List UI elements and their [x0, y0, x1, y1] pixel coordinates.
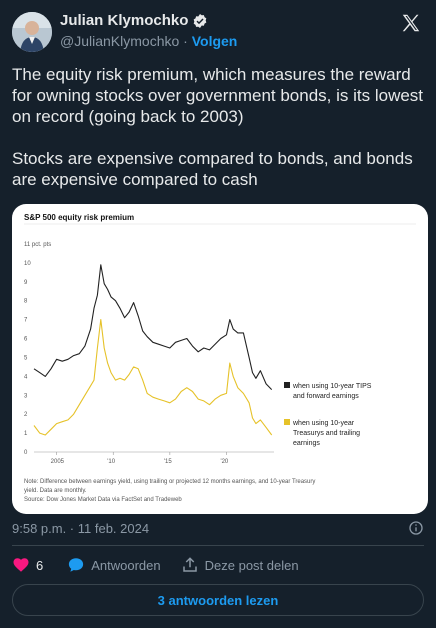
legend-label-treasury-line3: earnings: [293, 440, 320, 447]
x-logo-icon[interactable]: [400, 12, 422, 34]
y-tick-label: 9: [24, 280, 28, 286]
action-bar: 6 Antwoorden Deze post delen: [12, 555, 299, 575]
y-tick-label: 8: [24, 299, 28, 305]
heart-icon: [13, 558, 29, 572]
series-line-tips: [33, 264, 273, 390]
y-tick-label: 5: [24, 355, 28, 361]
y-tick-label: 10: [24, 261, 31, 267]
avatar-photo: [12, 12, 52, 52]
avatar[interactable]: [12, 12, 52, 52]
author-handle-row: @JulianKlymochko · Volgen: [60, 33, 237, 49]
tweet-text: The equity risk premium, which measures …: [12, 65, 424, 189]
x-tick-label: 2005: [51, 459, 65, 465]
legend-label-tips-line1: when using 10-year TIPS: [292, 383, 372, 390]
y-tick-label: 2: [24, 412, 28, 418]
share-button[interactable]: Deze post delen: [181, 556, 299, 574]
follow-button[interactable]: Volgen: [191, 33, 238, 49]
read-replies-button[interactable]: 3 antwoorden lezen: [12, 584, 424, 616]
chart-image[interactable]: S&P 500 equity risk premium 11 pct. pts 1…: [12, 204, 428, 514]
x-tick-label: '20: [220, 459, 228, 465]
legend-swatch-tips: [284, 382, 290, 388]
y-tick-label: 0: [24, 450, 28, 456]
reply-bubble-icon: [69, 558, 84, 572]
like-button[interactable]: 6: [12, 556, 43, 574]
legend-label-treasury-line2: Treasurys and trailing: [293, 430, 360, 437]
author-handle[interactable]: @JulianKlymochko: [60, 33, 180, 49]
chart-title: S&P 500 equity risk premium: [24, 213, 134, 222]
y-tick-label: 7: [24, 318, 28, 324]
legend-swatch-treasury: [284, 419, 290, 425]
x-tick-label: '15: [164, 459, 172, 465]
y-tick-label: 3: [24, 393, 28, 399]
legend-label-treasury-line1: when using 10-year: [292, 420, 355, 427]
info-icon[interactable]: [408, 520, 424, 536]
handle-separator: ·: [183, 33, 188, 49]
series-line-treasury: [33, 319, 273, 436]
divider-top: [12, 545, 424, 546]
share-icon: [182, 557, 197, 572]
x-tick-label: '10: [107, 459, 115, 465]
author-display-name[interactable]: Julian Klymochko: [60, 12, 189, 29]
y-tick-label: 1: [24, 431, 28, 437]
reply-button[interactable]: Antwoorden: [67, 556, 161, 574]
author-name-row: Julian Klymochko: [60, 12, 208, 29]
verified-badge-icon: [194, 13, 207, 28]
legend: when using 10-year TIPS and forward earn…: [284, 382, 372, 447]
y-tick-label: 4: [24, 374, 28, 380]
chart-svg: S&P 500 equity risk premium 11 pct. pts 1…: [24, 213, 416, 503]
post-timestamp[interactable]: 9:58 p.m. · 11 feb. 2024: [12, 521, 150, 536]
chart-note-line2: yield. Data are monthly.: [24, 488, 87, 494]
share-label: Deze post delen: [204, 557, 299, 573]
like-count: 6: [36, 557, 44, 573]
legend-label-tips-line2: and forward earnings: [293, 393, 359, 400]
y-tick-label: 11 pct. pts: [24, 242, 51, 248]
reply-label: Antwoorden: [91, 557, 161, 573]
chart-note-line1: Note: Difference between earnings yield,…: [24, 479, 315, 485]
y-tick-label: 6: [24, 337, 28, 343]
chart-source: Source: Dow Jones Market Data via FactSe…: [24, 497, 182, 503]
